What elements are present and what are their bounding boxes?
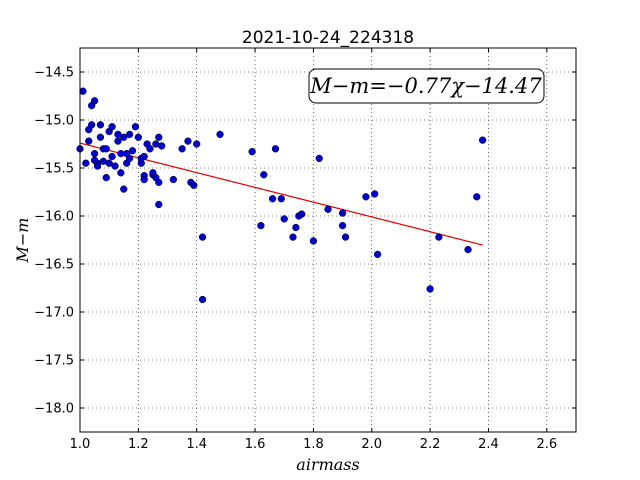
plot-frame [79,47,577,433]
data-point [79,87,87,95]
data-point [85,137,93,145]
equation-box: M−m=−0.77χ−14.47 [308,68,545,104]
data-point [371,190,379,198]
x-tick-label: 2.2 [420,437,441,452]
data-point [155,200,163,209]
data-point [309,237,318,245]
data-point [93,162,102,170]
data-point [260,171,268,179]
data-point [125,154,134,163]
data-point [341,233,350,241]
data-point [111,162,119,170]
data-point [125,130,134,139]
fit-line [79,142,483,246]
data-point [464,245,472,254]
data-point [184,137,192,145]
data-point [128,147,137,155]
equation-label: M−m=−0.77χ−14.47 [309,74,542,98]
y-tick-label: −16.5 [34,258,74,273]
data-point [140,152,148,161]
data-point [88,121,96,129]
x-axis-label: airmass [296,455,359,474]
chart-title: 2021-10-24_224318 [242,28,414,48]
data-point [257,221,265,230]
data-point [435,233,443,241]
data-point [146,145,154,153]
data-point [338,221,347,230]
data-point [338,209,347,217]
data-point [362,193,370,201]
data-point [102,145,110,153]
data-point [120,133,128,141]
data-point [155,178,163,187]
y-tick-label: −17.0 [34,306,74,321]
data-point [289,233,297,241]
data-point [216,130,224,139]
data-point [134,133,143,141]
data-point [96,133,105,141]
data-point [426,285,434,293]
data-point [90,149,99,158]
data-point [114,137,122,145]
y-tick-label: −17.5 [34,354,74,369]
data-point [198,233,207,241]
data-point [169,175,178,184]
y-tick-label: −14.5 [34,66,74,81]
data-point [117,169,125,177]
x-tick-label: 2.4 [478,437,499,452]
data-point [198,295,207,304]
y-tick-label: −15.0 [34,114,74,129]
x-tick-label: 2.0 [361,437,382,452]
data-point [158,142,166,150]
y-tick-label: −15.5 [34,162,74,177]
equation-box-frame [308,68,545,104]
x-tick-label: 1.6 [245,437,266,452]
x-tick-label: 1.2 [128,437,149,452]
data-point [193,140,201,148]
data-point [473,193,481,201]
data-point [190,181,198,189]
data-point [292,223,300,232]
data-point [315,154,323,163]
y-axis-label: M−m [13,218,32,264]
data-point [268,195,277,203]
x-tick-label: 1.4 [186,437,207,452]
data-point [108,123,116,131]
data-point [105,159,113,167]
data-point [82,159,90,167]
data-point [90,97,99,105]
data-point [178,145,186,153]
data-point [102,173,110,182]
data-point [108,152,116,161]
y-tick-label: −16.0 [34,210,74,225]
data-point [120,185,128,193]
data-point [373,250,382,259]
x-tick-label: 1.8 [303,437,324,452]
data-point [131,123,140,131]
data-point [155,133,163,141]
x-tick-label: 2.6 [536,437,557,452]
data-point [271,145,280,153]
data-point [280,215,288,223]
x-tick-label: 1.0 [70,437,91,452]
data-point [248,148,256,156]
data-point [298,210,306,218]
data-point [277,195,285,203]
y-tick-label: −18.0 [34,402,74,417]
data-point [324,205,332,213]
data-point [478,136,487,144]
data-point [140,175,148,184]
data-point [96,121,105,129]
